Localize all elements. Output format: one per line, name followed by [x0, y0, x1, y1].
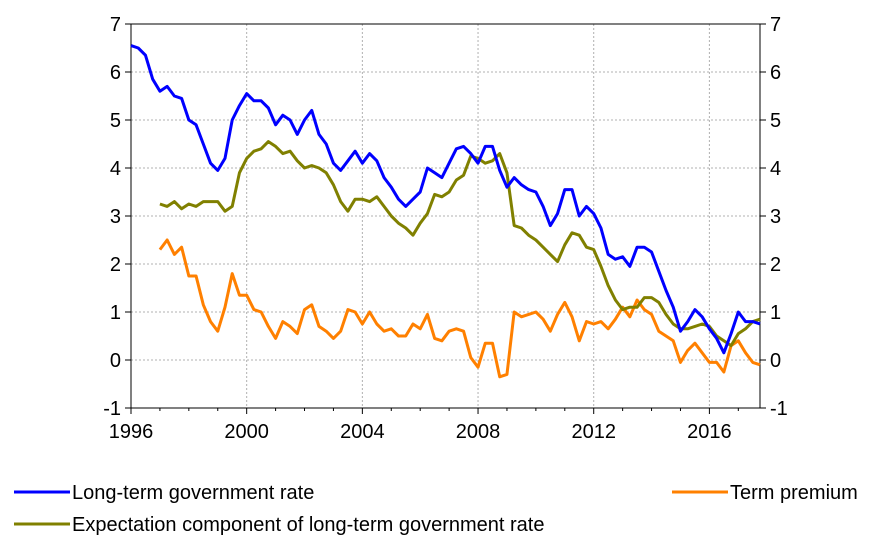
- y-tick-label-right: 0: [770, 350, 781, 372]
- x-tick-label: 2000: [224, 421, 269, 443]
- x-tick-label: 2016: [687, 421, 732, 443]
- series-line-2: [159, 140, 761, 348]
- y-tick-label-right: -1: [770, 398, 788, 420]
- series-lines: [130, 44, 761, 379]
- y-tick-label-left: 6: [110, 62, 121, 84]
- x-tick-label: 2012: [571, 421, 616, 443]
- series-line-1: [158, 238, 761, 379]
- x-tick-label: 2004: [340, 421, 385, 443]
- y-tick-label-right: 3: [770, 206, 781, 228]
- y-tick-label-right: 7: [770, 14, 781, 36]
- legend-label-0: Long-term government rate: [72, 482, 314, 504]
- y-tick-label-left: 7: [110, 14, 121, 36]
- y-tick-label-left: 3: [110, 206, 121, 228]
- y-tick-label-right: 4: [770, 158, 781, 180]
- x-tick-label: 1996: [109, 421, 154, 443]
- grid: [131, 24, 760, 408]
- y-tick-label-left: 5: [110, 110, 121, 132]
- legend-label-1: Term premium: [730, 482, 858, 504]
- y-tick-label-right: 6: [770, 62, 781, 84]
- y-tick-label-right: 1: [770, 302, 781, 324]
- y-tick-label-left: 1: [110, 302, 121, 324]
- y-tick-label-left: 0: [110, 350, 121, 372]
- x-tick-label: 2008: [456, 421, 501, 443]
- legend-label-2: Expectation component of long-term gover…: [72, 514, 544, 536]
- axes: -1 -1 0 0 1 1 2 2 3 3 4 4 5 5 6 6 7 7 1996 2000 2004 2008 2012…: [103, 14, 788, 443]
- y-tick-label-right: 2: [770, 254, 781, 276]
- y-tick-label-left: 2: [110, 254, 121, 276]
- plot-frame: [130, 23, 761, 409]
- y-tick-label-right: 5: [770, 110, 781, 132]
- y-tick-label-left: 4: [110, 158, 121, 180]
- series-line-0: [130, 44, 761, 355]
- legend: Long-term government rate Term premium Exp…: [14, 482, 858, 536]
- y-tick-label-left: -1: [103, 398, 121, 420]
